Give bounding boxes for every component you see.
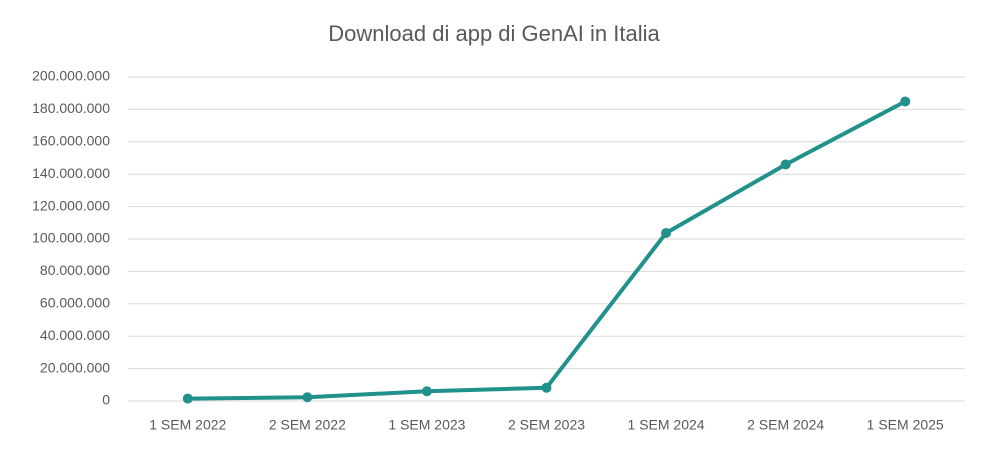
y-tick-label: 100.000.000 — [32, 230, 110, 246]
x-tick-label: 2 SEM 2023 — [508, 417, 585, 433]
marker — [541, 382, 552, 393]
x-tick-label: 1 SEM 2024 — [628, 417, 705, 433]
marker — [421, 386, 432, 397]
y-tick-label: 120.000.000 — [32, 197, 110, 213]
marker — [182, 393, 193, 404]
marker — [900, 96, 911, 107]
y-tick-label: 200.000.000 — [32, 68, 110, 84]
x-tick-label: 2 SEM 2024 — [747, 417, 824, 433]
y-tick-label: 60.000.000 — [40, 295, 110, 311]
y-tick-label: 0 — [102, 392, 110, 408]
y-tick-label: 160.000.000 — [32, 133, 110, 149]
x-tick-label: 2 SEM 2022 — [269, 417, 346, 433]
y-tick-label: 180.000.000 — [32, 100, 110, 116]
marker — [780, 159, 791, 170]
chart-title: Download di app di GenAI in Italia — [328, 21, 660, 46]
y-tick-label: 20.000.000 — [40, 359, 110, 375]
y-tick-label: 80.000.000 — [40, 262, 110, 278]
marker — [661, 228, 672, 239]
x-tick-label: 1 SEM 2023 — [388, 417, 465, 433]
y-tick-label: 140.000.000 — [32, 165, 110, 181]
x-tick-label: 1 SEM 2022 — [149, 417, 226, 433]
y-tick-label: 40.000.000 — [40, 327, 110, 343]
line — [187, 99, 907, 401]
marker — [302, 392, 313, 403]
x-tick-label: 1 SEM 2025 — [867, 417, 944, 433]
